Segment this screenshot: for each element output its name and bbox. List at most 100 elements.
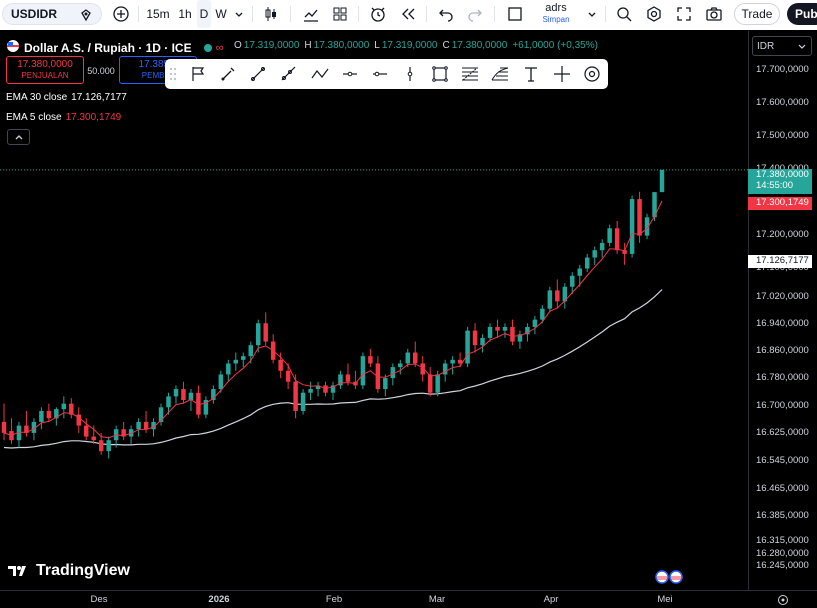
candle-body xyxy=(166,396,171,408)
compare-symbol-icon[interactable] xyxy=(79,8,93,25)
rectangle-icon[interactable] xyxy=(430,64,450,84)
quick-search-icon[interactable] xyxy=(614,0,634,28)
candle-body xyxy=(517,334,523,342)
replay-icon[interactable] xyxy=(397,0,419,28)
add-symbol-icon[interactable] xyxy=(111,0,131,28)
symbol-description[interactable]: Dollar A.S. / Rupiah · 1D · ICE xyxy=(24,40,192,55)
candle xyxy=(338,370,343,390)
candle xyxy=(517,330,523,349)
time-tick: Mei xyxy=(657,594,673,605)
economic-event-flags-icon[interactable] xyxy=(653,570,687,589)
candle-body xyxy=(24,425,29,433)
time-tick: 2026 xyxy=(208,594,230,605)
sell-price: 17.380,0000 xyxy=(17,59,73,70)
candle-body xyxy=(405,352,411,364)
drag-handle-icon[interactable] xyxy=(167,64,179,84)
ema30-legend[interactable]: EMA 30 close 17.126,7177 xyxy=(6,92,127,103)
candle-body xyxy=(532,319,538,327)
layout-chevron-down-icon[interactable] xyxy=(585,0,599,28)
candle xyxy=(659,169,665,193)
crosshair-icon[interactable] xyxy=(552,64,572,84)
settings-gear-icon[interactable] xyxy=(644,0,664,28)
price-tick: 17.700,0000 xyxy=(756,64,809,75)
layout-icon[interactable] xyxy=(505,0,525,28)
candle-body xyxy=(525,326,530,335)
candle-body xyxy=(233,359,239,364)
candle xyxy=(9,418,14,444)
fib-retracement-icon[interactable] xyxy=(460,64,480,84)
timeframe-15m[interactable]: 15m xyxy=(146,7,170,21)
candle xyxy=(196,385,201,419)
horizontal-line-icon[interactable] xyxy=(370,64,390,84)
price-tick: 16.245,0000 xyxy=(756,560,809,571)
candle-body xyxy=(136,421,141,430)
candle-body xyxy=(16,425,22,441)
price-tick: 16.465,0000 xyxy=(756,483,809,494)
candle-body xyxy=(173,389,179,397)
target-circle-icon[interactable] xyxy=(582,64,602,84)
sell-button[interactable]: 17.380,0000 PENJUALAN xyxy=(6,56,84,84)
path-icon[interactable] xyxy=(310,64,330,84)
candle xyxy=(128,425,134,444)
ema30-price-tag: 17.126,7177 xyxy=(748,255,812,268)
alert-icon[interactable] xyxy=(367,0,389,28)
price-axis[interactable] xyxy=(748,31,817,590)
candle-body xyxy=(158,407,164,422)
tradingview-logo[interactable]: TradingView xyxy=(8,562,130,580)
candle-body xyxy=(607,228,612,243)
screenshot-camera-icon[interactable] xyxy=(704,0,724,28)
candle-body xyxy=(472,330,478,346)
fib-extension-icon[interactable] xyxy=(490,64,510,84)
market-open-dot-icon xyxy=(203,43,212,52)
candle-body xyxy=(465,330,470,364)
horizontal-ray-icon[interactable] xyxy=(340,64,360,84)
candle xyxy=(465,326,470,368)
trend-line-icon[interactable] xyxy=(248,64,268,84)
candle xyxy=(69,398,74,419)
collapse-legend-button[interactable] xyxy=(7,129,30,145)
candle xyxy=(368,348,373,368)
symbol-search[interactable]: USDIDR xyxy=(2,3,102,25)
time-axis-settings-icon[interactable] xyxy=(777,593,789,608)
drawing-toolbar xyxy=(165,59,608,89)
candlestick-chart[interactable] xyxy=(0,31,748,590)
timeframe-chevron-down-icon[interactable] xyxy=(232,0,246,28)
candle-type-icon[interactable] xyxy=(261,0,281,28)
candle xyxy=(255,319,261,353)
undo-icon[interactable] xyxy=(436,0,456,28)
chart-pane[interactable] xyxy=(0,31,748,590)
candle xyxy=(315,381,321,397)
candle xyxy=(39,407,44,430)
redo-icon[interactable] xyxy=(465,0,485,28)
chevron-up-icon xyxy=(15,135,22,140)
flag-marker-icon[interactable] xyxy=(188,64,208,84)
top-toolbar: USDIDR 15m 1h D W adrs Simpan xyxy=(0,0,817,30)
candle xyxy=(555,279,560,309)
candle-body xyxy=(203,400,209,415)
timeframe-d[interactable]: D xyxy=(197,0,211,28)
candle-body xyxy=(293,381,298,411)
indicators-icon[interactable] xyxy=(301,0,321,28)
ray-icon[interactable] xyxy=(278,64,298,84)
candle-body xyxy=(413,352,418,364)
time-tick: Des xyxy=(90,594,108,605)
candle-body xyxy=(644,217,650,236)
vertical-line-icon[interactable] xyxy=(400,64,420,84)
publish-button[interactable]: Publ xyxy=(787,3,817,25)
candle xyxy=(54,407,59,426)
text-tool-icon[interactable] xyxy=(521,64,541,84)
trade-button[interactable]: Trade xyxy=(734,3,780,25)
candle-body xyxy=(76,414,82,426)
candle xyxy=(226,359,231,382)
ema5-legend[interactable]: EMA 5 close 17.300,1749 xyxy=(6,112,122,123)
templates-icon[interactable] xyxy=(330,0,350,28)
layout-name[interactable]: adrs Simpan xyxy=(538,0,574,28)
brush-icon[interactable] xyxy=(218,64,238,84)
timeframe-1h[interactable]: 1h xyxy=(178,7,192,21)
timeframe-w[interactable]: W xyxy=(215,7,227,21)
candle-body xyxy=(278,359,283,371)
fullscreen-icon[interactable] xyxy=(674,0,694,28)
candle-body xyxy=(614,228,620,251)
currency-select[interactable]: IDR xyxy=(752,36,812,56)
time-axis[interactable] xyxy=(0,590,817,608)
